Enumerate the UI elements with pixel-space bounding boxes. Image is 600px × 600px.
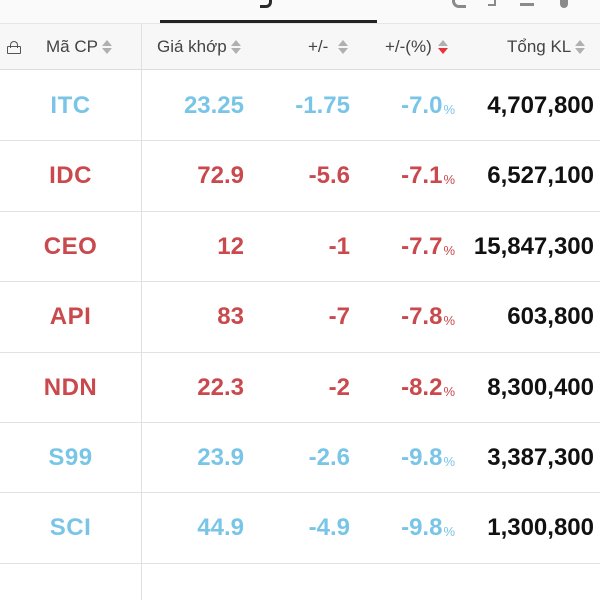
table-header: Mã CP Giá khớp +/- +/-(%) Tổng KL xyxy=(0,24,600,70)
tab-label-fragment[interactable] xyxy=(452,0,466,8)
lock-icon[interactable] xyxy=(7,41,21,54)
change-cell: -7 xyxy=(328,303,350,331)
price-cell: 23.25 xyxy=(183,92,244,119)
header-volume[interactable]: Tổng KL xyxy=(507,24,586,70)
price-cell: 23.9 xyxy=(197,443,244,471)
volume-cell: 3,387,300 xyxy=(487,443,594,471)
change-cell: -2 xyxy=(328,373,350,401)
tab-label-fragment[interactable] xyxy=(260,0,272,8)
percent-cell: -7.1% xyxy=(401,162,455,190)
stock-table: ITC 23.25 -1.75 -7.0% 4,707,800 IDC 72.9… xyxy=(0,71,600,564)
percent-cell: -7.7% xyxy=(401,232,455,260)
volume-cell: 4,707,800 xyxy=(487,92,594,119)
symbol-cell: S99 xyxy=(48,443,93,471)
symbol-cell: API xyxy=(49,303,92,331)
price-cell: 12 xyxy=(217,232,244,260)
header-change[interactable]: +/- xyxy=(308,24,349,70)
change-cell: -5.6 xyxy=(308,162,350,190)
sort-icon xyxy=(101,40,112,54)
symbol-cell: NDN xyxy=(43,373,98,401)
volume-cell: 6,527,100 xyxy=(487,162,594,190)
header-price[interactable]: Giá khớp xyxy=(157,24,241,70)
column-divider xyxy=(141,24,142,600)
symbol-cell: IDC xyxy=(49,162,92,190)
volume-cell: 603,800 xyxy=(507,303,594,331)
price-cell: 72.9 xyxy=(197,162,244,190)
table-row[interactable]: IDC 72.9 -5.6 -7.1% 6,527,100 xyxy=(0,141,600,212)
change-cell: -1 xyxy=(328,232,350,260)
volume-cell: 1,300,800 xyxy=(487,514,594,542)
price-cell: 22.3 xyxy=(197,373,244,401)
percent-cell: -8.2% xyxy=(401,373,455,401)
percent-cell: -9.8% xyxy=(401,443,455,471)
sort-icon xyxy=(338,40,349,54)
symbol-cell: SCI xyxy=(49,514,92,542)
header-symbol[interactable]: Mã CP xyxy=(46,24,112,70)
table-row[interactable]: ITC 23.25 -1.75 -7.0% 4,707,800 xyxy=(0,71,600,142)
price-cell: 44.9 xyxy=(197,514,244,542)
header-percent[interactable]: +/-(%) xyxy=(385,24,448,70)
sort-icon xyxy=(230,40,241,54)
table-row[interactable]: API 83 -7 -7.8% 603,800 xyxy=(0,282,600,353)
volume-cell: 15,847,300 xyxy=(473,232,594,260)
table-row[interactable]: SCI 44.9 -4.9 -9.8% 1,300,800 xyxy=(0,493,600,564)
change-cell: -1.75 xyxy=(295,92,350,119)
percent-cell: -7.0% xyxy=(401,92,455,119)
sort-icon xyxy=(575,40,586,54)
price-cell: 83 xyxy=(217,303,244,331)
sort-desc-active-icon xyxy=(437,40,448,54)
symbol-cell: ITC xyxy=(50,92,91,119)
table-row[interactable]: S99 23.9 -2.6 -9.8% 3,387,300 xyxy=(0,423,600,494)
change-cell: -2.6 xyxy=(308,443,350,471)
change-cell: -4.9 xyxy=(308,514,350,542)
percent-cell: -9.8% xyxy=(401,514,455,542)
tab-label-fragment[interactable] xyxy=(560,0,568,8)
percent-cell: -7.8% xyxy=(401,303,455,331)
tab-strip xyxy=(0,0,600,24)
table-row[interactable]: CEO 12 -1 -7.7% 15,847,300 xyxy=(0,212,600,283)
symbol-cell: CEO xyxy=(43,232,98,260)
tab-label-fragment[interactable] xyxy=(488,0,496,6)
active-tab-indicator xyxy=(160,20,377,23)
tab-label-fragment[interactable] xyxy=(520,0,534,6)
volume-cell: 8,300,400 xyxy=(487,373,594,401)
table-row[interactable]: NDN 22.3 -2 -8.2% 8,300,400 xyxy=(0,353,600,423)
